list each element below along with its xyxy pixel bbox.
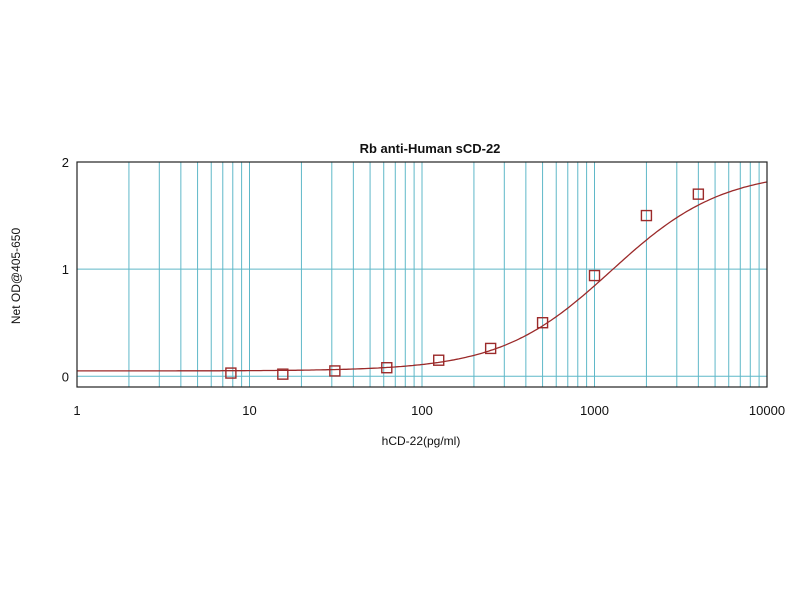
chart-title: Rb anti-Human sCD-22 (360, 141, 501, 156)
y-tick-labels: 0 1 2 (62, 155, 69, 384)
x-tick-label: 1000 (580, 403, 609, 418)
y-tick-label: 1 (62, 262, 69, 277)
data-points (225, 188, 705, 380)
x-tick-label: 100 (411, 403, 433, 418)
data-point (381, 362, 393, 374)
y-tick-label: 0 (62, 369, 69, 384)
x-axis-label: hCD-22(pg/ml) (382, 434, 461, 448)
data-point (536, 317, 549, 329)
data-point (588, 269, 601, 282)
x-tick-label: 10 (242, 403, 256, 418)
data-point (277, 368, 289, 380)
fit-curve (77, 181, 768, 372)
data-point (225, 367, 237, 379)
data-point (692, 188, 705, 200)
y-axis-label: Net OD@405-650 (9, 228, 23, 325)
x-tick-label: 10000 (749, 403, 785, 418)
y-tick-label: 2 (62, 155, 69, 170)
grid (77, 161, 767, 387)
x-tick-label: 1 (73, 403, 80, 418)
x-tick-labels: 1 10 100 1000 10000 (73, 403, 785, 418)
data-point (640, 209, 653, 222)
data-point (329, 365, 341, 377)
data-point (484, 342, 497, 355)
data-point (433, 354, 445, 366)
plot-area-frame (76, 161, 768, 388)
